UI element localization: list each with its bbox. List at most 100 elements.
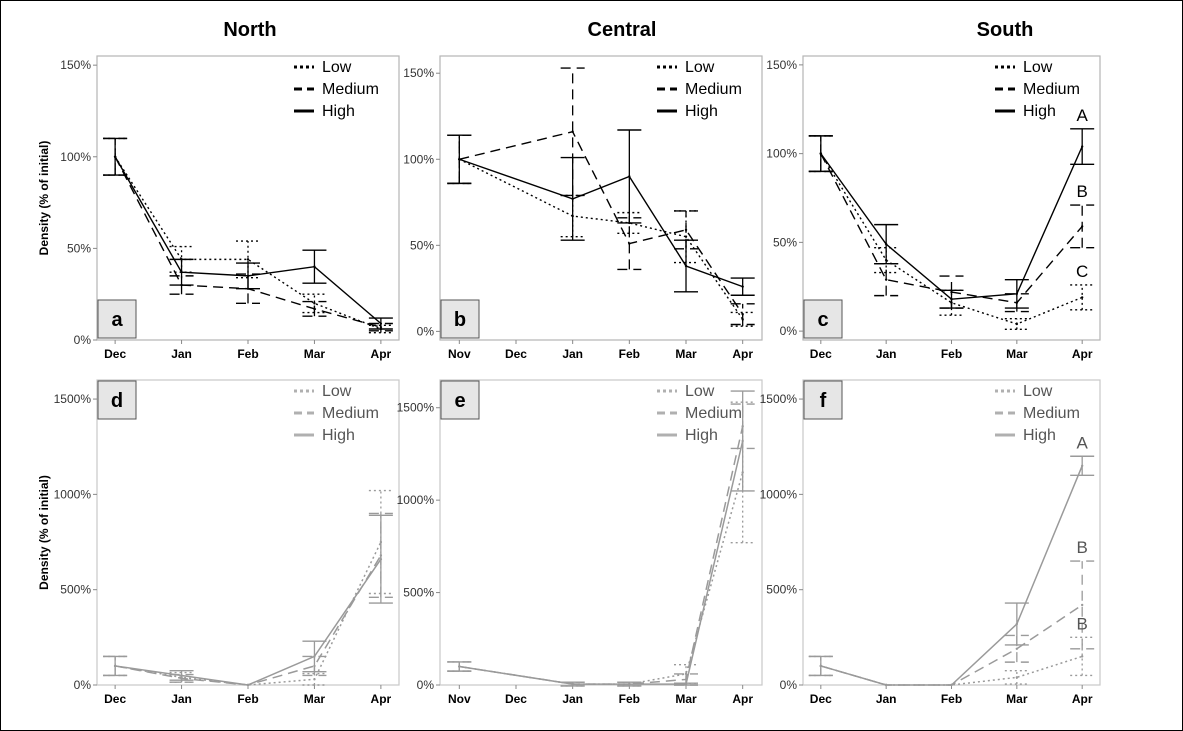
panel-c: 0% 50% 100% 150% Dec Jan Feb Mar Apr Low Medium Hig…	[766, 55, 1101, 361]
x-tick-label: Jan	[876, 692, 897, 706]
y-tick-label: 1000%	[397, 493, 435, 507]
y-tick-label: 50%	[67, 241, 91, 255]
legend-label-medium: Medium	[685, 405, 742, 422]
error-bar	[808, 655, 833, 677]
y-tick-label: 0%	[417, 678, 435, 692]
error-bar	[560, 156, 585, 241]
x-tick-label: Dec	[104, 692, 126, 706]
column-title-central: Central	[588, 19, 657, 41]
y-tick-label: 1000%	[760, 487, 798, 501]
plot-area	[439, 379, 763, 686]
x-tick-label: Apr	[732, 692, 753, 706]
y-tick-label: 1500%	[760, 392, 798, 406]
legend-label-low: Low	[322, 383, 352, 400]
legend-label-high: High	[685, 103, 718, 120]
error-bar	[103, 137, 128, 176]
error-bar	[674, 682, 699, 686]
data-point	[246, 258, 250, 261]
legend: Low Medium High	[995, 383, 1080, 444]
panel-letter: e	[454, 390, 465, 412]
panel-f: 0% 500% 1000% 1500% Dec Jan Feb Mar Apr Low Medium…	[760, 379, 1101, 706]
y-tick-label: 1000%	[54, 487, 92, 501]
panel-letter-box	[440, 380, 480, 420]
y-axis-label: Density (% of initial)	[37, 141, 51, 256]
panel-d: 0% 500% 1000% 1500% Dec Jan Feb Mar Apr Density (…	[37, 379, 400, 706]
y-tick-label: 100%	[766, 147, 797, 161]
x-tick-label: Mar	[1006, 347, 1028, 361]
data-point	[313, 302, 316, 305]
data-point	[684, 682, 688, 686]
y-tick-label: 500%	[403, 586, 434, 600]
data-point	[1080, 145, 1084, 148]
data-point	[113, 664, 117, 668]
data-point	[313, 265, 316, 268]
y-tick-label: 0%	[780, 678, 798, 692]
data-point	[246, 683, 250, 687]
data-point	[458, 665, 461, 668]
error-bar	[950, 683, 953, 687]
data-point	[1080, 225, 1084, 228]
x-tick-label: Dec	[505, 347, 527, 361]
data-point	[1015, 322, 1019, 326]
series-line-low	[114, 541, 382, 686]
data-point	[313, 307, 316, 311]
y-tick-label: 50%	[773, 235, 797, 249]
data-point	[113, 155, 117, 158]
plot-area	[439, 55, 763, 341]
panel-letter-box	[803, 380, 843, 420]
data-point	[571, 682, 574, 686]
data-point	[819, 152, 823, 155]
x-tick-label: Feb	[619, 692, 640, 706]
x-tick-label: Nov	[448, 692, 471, 706]
error-bar	[874, 223, 899, 265]
legend-label-high: High	[322, 103, 355, 120]
legend-label-low: Low	[1023, 383, 1053, 400]
y-tick-label: 1500%	[397, 401, 435, 415]
data-point	[180, 674, 183, 677]
x-tick-label: Feb	[237, 692, 258, 706]
error-bar	[368, 317, 393, 330]
x-tick-label: Apr	[371, 347, 392, 361]
error-bar	[302, 300, 327, 317]
significance-letter: A	[1077, 106, 1089, 125]
error-bar	[169, 258, 194, 286]
x-tick-label: Jan	[562, 692, 583, 706]
error-bar	[617, 681, 642, 687]
data-point	[246, 274, 250, 278]
data-point	[313, 678, 316, 681]
x-tick-label: Dec	[810, 692, 832, 706]
y-tick-label: 150%	[403, 66, 434, 80]
legend-label-medium: Medium	[685, 81, 742, 98]
x-tick-label: Feb	[941, 692, 962, 706]
data-point	[1080, 464, 1084, 467]
legend-label-low: Low	[322, 59, 352, 76]
data-point	[1080, 655, 1084, 658]
data-point	[884, 683, 888, 687]
series-high	[808, 455, 1095, 687]
x-tick-label: Apr	[1072, 692, 1093, 706]
data-point	[950, 683, 953, 687]
x-tick-label: Mar	[1006, 692, 1028, 706]
panel-letter: a	[111, 309, 123, 331]
error-bar	[1004, 278, 1029, 309]
data-point	[741, 312, 744, 316]
error-bar	[169, 670, 194, 681]
error-bar	[1070, 284, 1095, 311]
column-title-south: South	[977, 19, 1034, 41]
data-point	[950, 297, 953, 301]
plot-area	[96, 55, 400, 341]
y-tick-label: 100%	[403, 152, 434, 166]
x-tick-label: Nov	[448, 347, 471, 361]
error-bar	[674, 239, 699, 293]
x-tick-label: Dec	[810, 347, 832, 361]
panel-letter-box	[97, 299, 137, 339]
data-point	[884, 278, 888, 281]
x-tick-label: Apr	[732, 347, 753, 361]
data-point	[628, 175, 631, 178]
data-point	[684, 235, 688, 238]
data-point	[1015, 647, 1019, 650]
data-point	[819, 664, 823, 668]
x-tick-label: Mar	[675, 692, 697, 706]
x-tick-label: Jan	[562, 347, 583, 361]
panel-letter-box	[97, 380, 137, 420]
